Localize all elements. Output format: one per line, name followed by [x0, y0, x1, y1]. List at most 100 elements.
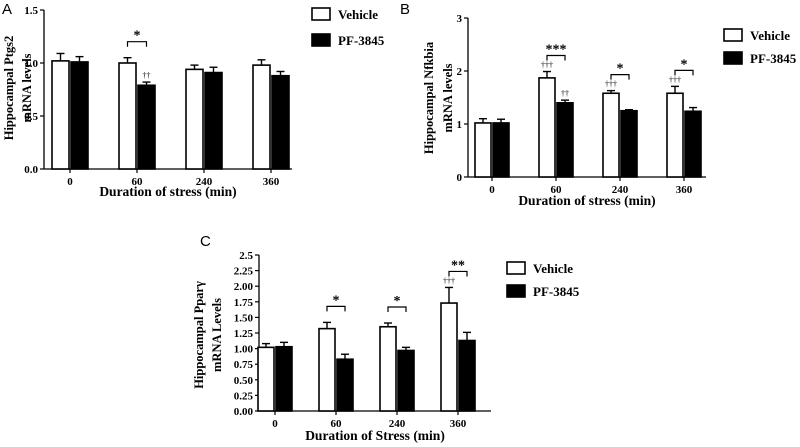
x-tick-label: 240 [196, 176, 213, 188]
legend-swatch-vehicle [311, 7, 331, 21]
y-tick-label: 1.75 [234, 297, 254, 309]
significance-label: * [681, 57, 688, 72]
bar-pf-3845 [271, 74, 290, 170]
significance-label: * [617, 62, 624, 77]
x-tick-label: 60 [132, 176, 144, 188]
y-tick-label: 1.50 [234, 312, 254, 324]
significance-label: * [134, 29, 141, 44]
legend-label: PF-3845 [533, 284, 580, 299]
x-tick-label: 240 [389, 418, 406, 430]
bar-pf-3845 [336, 358, 354, 412]
x-tick-label: 0 [67, 176, 73, 188]
bar-pf-3845 [137, 84, 156, 170]
significance-bracket [448, 270, 468, 277]
bar-pf-3845 [620, 109, 638, 178]
y-tick-label: 0.00 [234, 406, 254, 418]
x-tick-label: 240 [612, 184, 629, 196]
y-tick-label: 0.0 [24, 164, 38, 176]
x-tick-label: 60 [331, 418, 343, 430]
legend-swatch-vehicle [506, 261, 526, 275]
bar-pf-3845 [70, 61, 89, 170]
x-tick-label: 360 [450, 418, 467, 430]
y-tick-label: 1.25 [234, 328, 254, 340]
bar-pf-3845 [492, 122, 510, 178]
legend: Vehicle PF-3845 [311, 7, 385, 48]
bar-vehicle [118, 62, 137, 170]
bar-vehicle [379, 325, 397, 412]
dagger-mark: ††† [669, 75, 681, 84]
x-axis-title: Duration of Stress (min) [305, 428, 445, 443]
x-axis-title: Duration of stress (min) [518, 193, 655, 208]
y-tick-label: 0.50 [234, 375, 254, 387]
y-tick-label: 1.0 [24, 58, 38, 70]
y-tick-label: 2.5 [239, 250, 253, 262]
dagger-mark: †† [561, 89, 569, 98]
legend-swatch-vehicle [723, 28, 743, 42]
bar-vehicle [602, 92, 620, 178]
legend-label: PF-3845 [750, 51, 797, 66]
bar-vehicle [666, 92, 684, 178]
panel-letter: C [200, 233, 211, 250]
chart-panel-a: A 0.0 0.5 1.0 1.5 0 60 240 360 †† * Duration of str… [2, 1, 385, 199]
y-axis-title: Hippocampal Nfkbia [422, 41, 436, 154]
significance-label: *** [546, 43, 567, 58]
y-tick-label: 0 [457, 172, 463, 184]
x-tick-label: 0 [489, 184, 495, 196]
bar-pf-3845 [204, 71, 223, 170]
bar-vehicle [51, 60, 70, 170]
x-tick-label: 360 [263, 176, 280, 188]
bar-pf-3845 [684, 110, 702, 178]
legend-label: PF-3845 [338, 33, 385, 48]
significance-bracket [674, 69, 694, 76]
significance-bracket [126, 41, 148, 47]
y-tick-label: 2 [457, 66, 463, 78]
bar-vehicle [318, 327, 336, 412]
y-tick-label: 0.75 [234, 359, 254, 371]
significance-bracket [326, 305, 346, 312]
y-axis-title: mRNA Levels [210, 298, 224, 372]
y-tick-label: 1.5 [24, 5, 38, 17]
x-tick-label: 60 [551, 184, 563, 196]
y-tick-label: 0.5 [24, 111, 38, 123]
legend-swatch-pf-3845 [311, 33, 331, 47]
panel-letter: A [2, 1, 12, 18]
bar-vehicle [257, 346, 275, 412]
y-tick-label: 1.00 [234, 344, 254, 356]
bar-pf-3845 [397, 349, 415, 412]
chart-panel-c: C 0.00 0.25 0.50 0.75 1.00 1.25 1.50 1.75 2.00 2.2… [192, 233, 580, 443]
y-axis-title: Hippocampal Ptgs2 [2, 36, 16, 141]
bar-pf-3845 [556, 102, 574, 178]
legend: Vehicle PF-3845 [723, 28, 797, 66]
bar-pf-3845 [275, 345, 293, 412]
dagger-mark: ††† [443, 276, 455, 285]
legend: Vehicle PF-3845 [506, 261, 580, 299]
bar-pf-3845 [458, 339, 476, 412]
y-tick-label: 1 [457, 119, 463, 131]
y-tick-label: 3 [457, 13, 463, 25]
legend-label: Vehicle [750, 28, 790, 43]
y-axis-title: mRNA levels [441, 63, 455, 132]
legend-label: Vehicle [338, 7, 378, 22]
y-axis-title: mRNA levels [20, 53, 34, 122]
panel-letter: B [400, 1, 410, 18]
significance-bracket [387, 306, 407, 313]
bar-vehicle [474, 122, 492, 178]
dagger-mark: †† [143, 71, 151, 80]
legend-label: Vehicle [533, 261, 573, 276]
y-axis-title: Hippocampal Pparγ [192, 281, 206, 389]
x-tick-label: 0 [272, 418, 278, 430]
significance-label: * [333, 293, 340, 308]
dagger-mark: ††† [605, 80, 617, 89]
legend-swatch-pf-3845 [506, 284, 526, 298]
dagger-mark: ††† [541, 61, 553, 70]
bar-vehicle [440, 302, 458, 412]
legend-swatch-pf-3845 [723, 51, 743, 65]
bar-vehicle [538, 77, 556, 178]
y-tick-label: 0.25 [234, 390, 254, 402]
x-axis-title: Duration of stress (min) [99, 184, 236, 199]
bar-vehicle [185, 68, 204, 170]
bar-vehicle [252, 64, 271, 170]
significance-label: * [394, 294, 401, 309]
